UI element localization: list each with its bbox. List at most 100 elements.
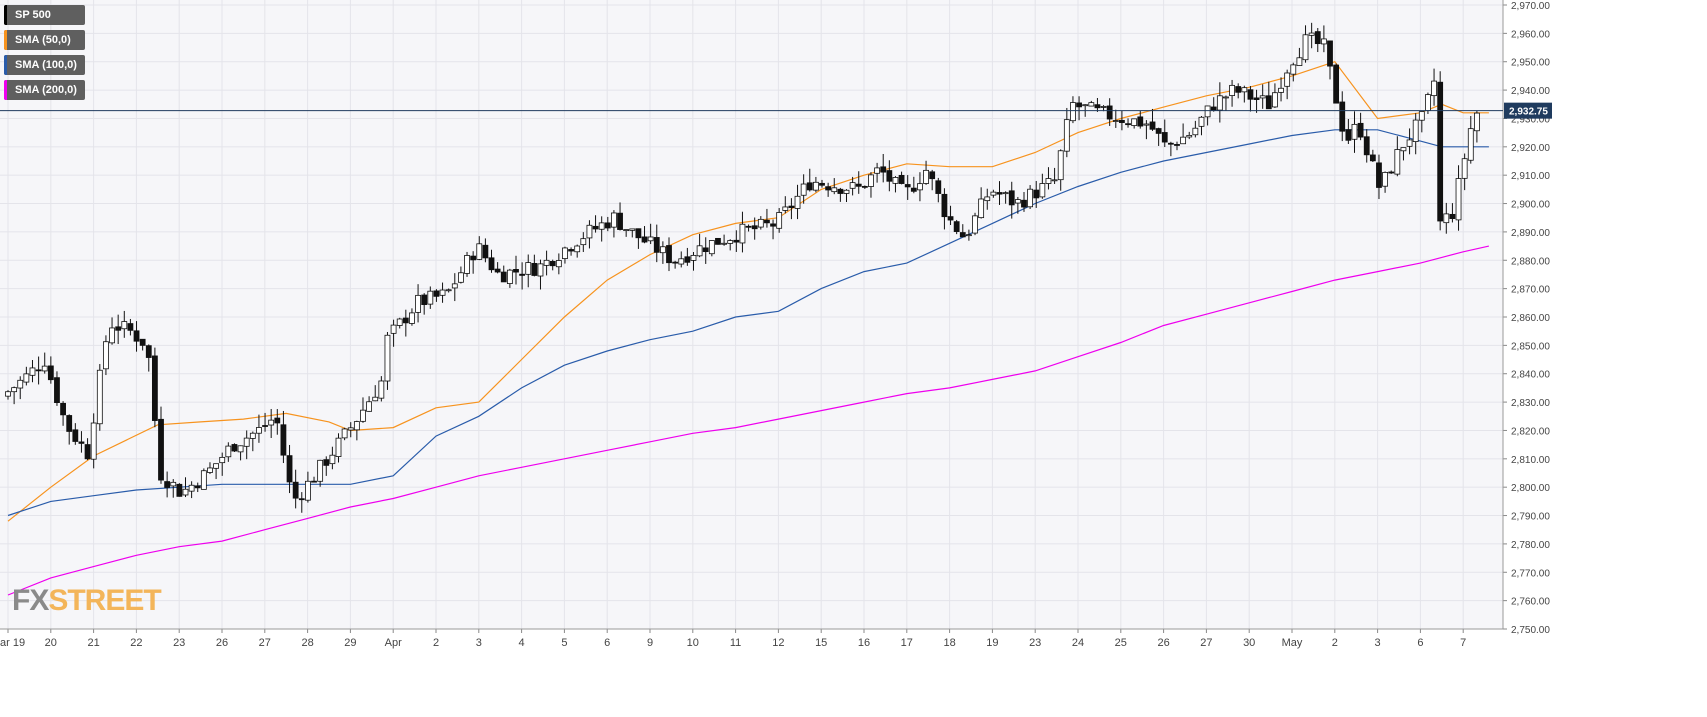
candle-body — [959, 232, 966, 238]
candle-body — [800, 183, 807, 196]
candle-body — [604, 222, 611, 229]
candle-body — [84, 444, 91, 460]
candle-body — [788, 205, 795, 208]
legend-item-sp500[interactable]: SP 500 — [4, 5, 85, 25]
legend-item-sma200[interactable]: SMA (200,0) — [4, 80, 85, 100]
y-tick-label: 2,760.00 — [1511, 597, 1550, 608]
candle-body — [78, 441, 85, 444]
candle-body — [935, 180, 942, 194]
candle-body — [402, 317, 409, 324]
candle-body — [917, 183, 923, 191]
candle-body — [1357, 122, 1364, 138]
candle-body — [421, 294, 428, 305]
legend-item-sma100[interactable]: SMA (100,0) — [4, 55, 85, 75]
candle-body — [1253, 97, 1260, 100]
candle-body — [1296, 57, 1303, 66]
candle-body — [635, 228, 642, 239]
candle-body — [219, 456, 226, 464]
candle-body — [592, 225, 599, 230]
y-tick-label: 2,860.00 — [1511, 313, 1550, 324]
candle-body — [568, 249, 574, 252]
candle-body — [1082, 104, 1089, 107]
candle-body — [1057, 150, 1064, 181]
candle-body — [213, 463, 219, 469]
candle-body — [151, 355, 158, 421]
candle-body — [1406, 139, 1413, 147]
candle-body — [1094, 104, 1101, 109]
candle-body — [953, 221, 960, 232]
candle-body — [1431, 80, 1437, 97]
candle-body — [1204, 105, 1211, 118]
candle-body — [323, 459, 330, 466]
candle-body — [1106, 105, 1113, 120]
candle-body — [1045, 178, 1052, 184]
candle-body — [611, 212, 617, 228]
candle-body — [555, 260, 562, 268]
candle-body — [1216, 95, 1223, 111]
candle-body — [861, 185, 868, 188]
candle-body — [586, 224, 593, 239]
candle-body — [531, 262, 538, 276]
x-tick-label: Apr — [385, 637, 402, 649]
legend-item-sma50[interactable]: SMA (50,0) — [4, 30, 85, 50]
last-price-label: 2,932.75 — [1509, 107, 1548, 118]
candle-body — [1112, 120, 1119, 122]
candle-body — [1125, 123, 1131, 126]
candle-body — [966, 234, 972, 237]
candle-body — [1063, 119, 1070, 152]
candle-body — [745, 225, 752, 228]
candle-body — [659, 246, 666, 254]
x-tick-label: 30 — [1243, 637, 1255, 649]
candle-body — [1223, 96, 1229, 99]
legend-label-sma50: SMA (50,0) — [15, 34, 71, 46]
candle-body — [470, 255, 477, 261]
candle-body — [1014, 199, 1021, 204]
x-tick-label: 22 — [130, 637, 142, 649]
candle-body — [1259, 95, 1266, 99]
candle-body — [537, 263, 544, 277]
fxstreet-logo: FXSTREET — [12, 584, 162, 618]
candle-body — [115, 326, 122, 331]
candle-body — [464, 255, 470, 274]
x-tick-label: 12 — [772, 637, 784, 649]
candle-body — [1155, 128, 1162, 134]
y-tick-label: 2,960.00 — [1511, 29, 1550, 40]
candle-body — [415, 294, 421, 313]
candle-body — [1088, 102, 1095, 107]
candle-body — [451, 283, 458, 289]
candle-body — [1076, 102, 1082, 108]
y-tick-label: 2,970.00 — [1511, 1, 1550, 12]
candle-body — [433, 290, 440, 297]
candle-body — [543, 259, 550, 266]
candle-body — [727, 240, 734, 244]
candle-body — [519, 273, 526, 276]
candle-body — [1235, 86, 1242, 93]
candle-body — [825, 186, 832, 191]
y-tick-label: 2,950.00 — [1511, 58, 1550, 69]
candle-body — [506, 269, 513, 284]
candle-body — [874, 167, 880, 174]
candle-body — [996, 192, 1003, 195]
sma-line-2 — [7, 245, 1490, 596]
candle-body — [286, 455, 293, 483]
candle-body — [525, 262, 532, 275]
candle-body — [231, 444, 238, 452]
candle-body — [739, 223, 746, 244]
candle-body — [1327, 40, 1333, 67]
x-tick-label: 26 — [1157, 637, 1169, 649]
sma-line-1 — [7, 129, 1489, 517]
y-tick-label: 2,810.00 — [1511, 455, 1550, 466]
candle-body — [984, 196, 991, 202]
candle-body — [764, 219, 770, 224]
price-axis-area — [1503, 0, 1707, 712]
candle-body — [513, 269, 519, 273]
last-price-tag — [1504, 102, 1552, 119]
x-tick-label: 2 — [1332, 637, 1338, 649]
candle-body — [886, 170, 893, 182]
y-tick-label: 2,800.00 — [1511, 483, 1550, 494]
candle-body — [390, 324, 397, 334]
candle-body — [311, 480, 317, 483]
candle-body — [494, 268, 501, 273]
x-tick-label: May — [1282, 637, 1303, 649]
